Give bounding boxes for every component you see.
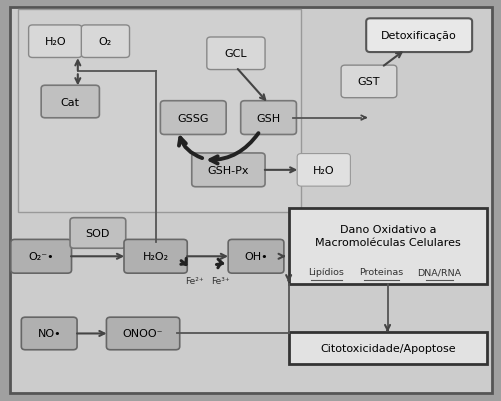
FancyBboxPatch shape — [106, 318, 179, 350]
Text: H₂O₂: H₂O₂ — [142, 252, 168, 261]
Text: SOD: SOD — [86, 229, 110, 238]
Text: Macromoléculas Celulares: Macromoléculas Celulares — [314, 238, 460, 247]
FancyBboxPatch shape — [81, 26, 129, 58]
FancyBboxPatch shape — [124, 240, 187, 273]
FancyBboxPatch shape — [288, 209, 486, 285]
FancyBboxPatch shape — [41, 86, 99, 119]
Text: NO•: NO• — [37, 329, 61, 338]
Text: GSH: GSH — [256, 113, 280, 123]
FancyBboxPatch shape — [288, 332, 486, 364]
FancyBboxPatch shape — [341, 66, 396, 98]
Text: Fe³⁺: Fe³⁺ — [211, 276, 230, 285]
FancyBboxPatch shape — [10, 8, 491, 393]
FancyBboxPatch shape — [160, 101, 225, 135]
FancyBboxPatch shape — [240, 101, 296, 135]
Text: Proteinas: Proteinas — [359, 267, 403, 276]
Text: OH•: OH• — [243, 252, 268, 261]
Text: GST: GST — [357, 77, 379, 87]
Text: Lipídios: Lipídios — [308, 267, 344, 276]
Text: H₂O: H₂O — [312, 166, 334, 175]
Text: Fe²⁺: Fe²⁺ — [185, 276, 204, 285]
FancyBboxPatch shape — [11, 240, 72, 273]
Text: O₂⁻•: O₂⁻• — [28, 252, 54, 261]
FancyBboxPatch shape — [70, 218, 125, 249]
FancyBboxPatch shape — [191, 154, 265, 187]
Text: GCL: GCL — [224, 49, 247, 59]
FancyBboxPatch shape — [365, 19, 471, 53]
Text: H₂O: H₂O — [44, 37, 66, 47]
Text: Dano Oxidativo a: Dano Oxidativo a — [339, 225, 435, 235]
FancyBboxPatch shape — [206, 38, 265, 71]
Text: DNA/RNA: DNA/RNA — [416, 267, 460, 276]
FancyBboxPatch shape — [18, 10, 301, 213]
Text: Cat: Cat — [61, 97, 80, 107]
Text: ONOO⁻: ONOO⁻ — [123, 329, 163, 338]
FancyBboxPatch shape — [29, 26, 82, 58]
FancyBboxPatch shape — [227, 240, 283, 273]
FancyBboxPatch shape — [297, 154, 350, 187]
Text: Detoxificação: Detoxificação — [381, 31, 456, 41]
Text: O₂: O₂ — [99, 37, 112, 47]
Text: GSSG: GSSG — [177, 113, 208, 123]
Text: Citotoxicidade/Apoptose: Citotoxicidade/Apoptose — [319, 343, 455, 353]
FancyBboxPatch shape — [21, 318, 77, 350]
Text: GSH-Px: GSH-Px — [207, 166, 248, 175]
